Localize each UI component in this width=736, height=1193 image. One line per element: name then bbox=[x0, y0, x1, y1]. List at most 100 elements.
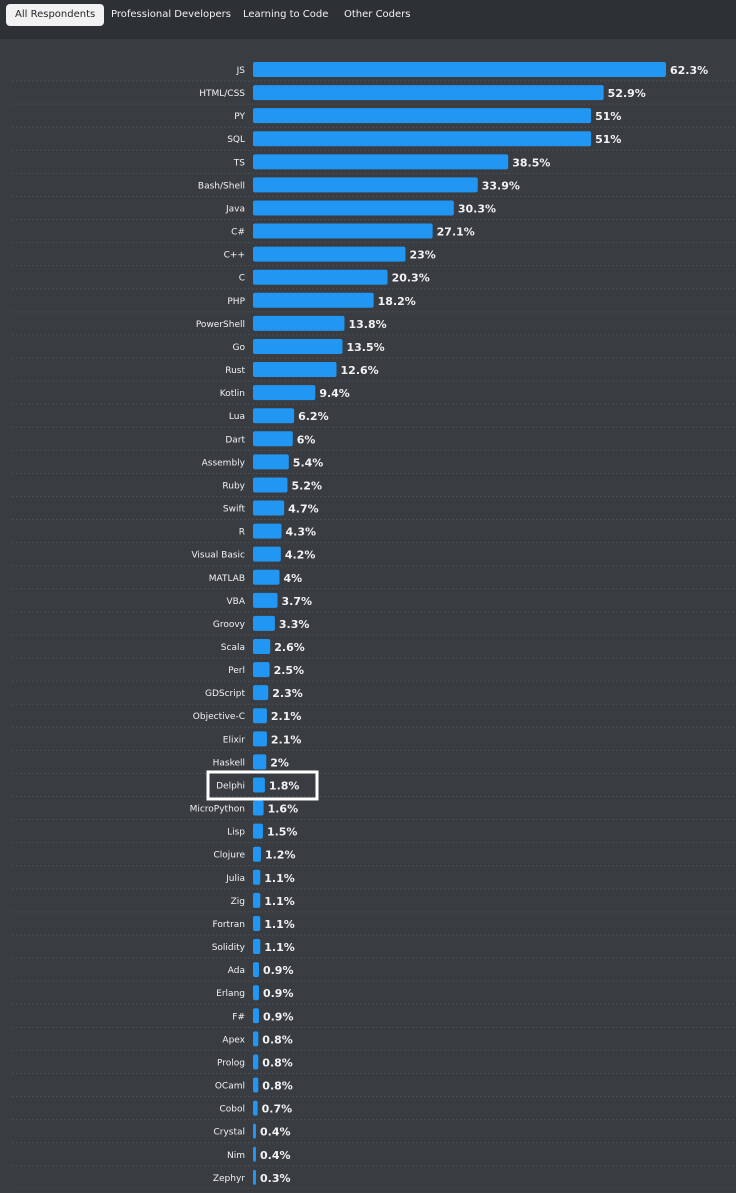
category-label-lisp: Lisp bbox=[227, 828, 245, 838]
category-label-zig: Zig bbox=[231, 897, 245, 907]
category-label-zephyr: Zephyr bbox=[213, 1174, 245, 1184]
category-label-swift: Swift bbox=[223, 505, 246, 515]
bar-c bbox=[253, 269, 388, 285]
bar-matlab bbox=[253, 569, 280, 585]
category-label-julia: Julia bbox=[225, 874, 245, 884]
value-label-fortran: 1.1% bbox=[264, 918, 295, 931]
bar-lua bbox=[253, 408, 295, 424]
value-label-solidity: 1.1% bbox=[264, 941, 295, 954]
bar-erlang bbox=[253, 985, 259, 1001]
bar-assembly bbox=[253, 454, 289, 470]
value-label-delphi: 1.8% bbox=[269, 779, 300, 792]
bar-rust bbox=[253, 362, 337, 378]
bar-julia bbox=[253, 869, 261, 885]
bar-haskell bbox=[253, 754, 267, 770]
value-label-c: 20.3% bbox=[392, 272, 430, 285]
bar-sql bbox=[253, 131, 592, 147]
category-label-r: R bbox=[239, 528, 245, 538]
value-label-py: 51% bbox=[595, 110, 621, 123]
category-label-erlang: Erlang bbox=[216, 989, 245, 999]
category-label-nim: Nim bbox=[227, 1151, 245, 1161]
category-label-c: C bbox=[239, 274, 245, 284]
respondent-tab-bar: All Respondents Professional Developers … bbox=[0, 0, 736, 39]
category-label-cobol: Cobol bbox=[219, 1105, 245, 1115]
tab-professional-developers[interactable]: Professional Developers bbox=[111, 9, 231, 20]
category-label-c: C# bbox=[231, 228, 245, 238]
value-label-ada: 0.9% bbox=[263, 964, 294, 977]
value-label-scala: 2.6% bbox=[274, 641, 305, 654]
bar-ocaml bbox=[253, 1077, 259, 1093]
tab-all-respondents[interactable]: All Respondents bbox=[6, 4, 105, 26]
value-label-f: 0.9% bbox=[263, 1010, 294, 1023]
value-label-haskell: 2% bbox=[270, 756, 289, 769]
language-usage-chart: JS 62.3% HTML/CSS 52.9% PY 51% SQL 51% TS 38.5% Ba… bbox=[0, 39, 736, 1190]
value-label-micropython: 1.6% bbox=[268, 803, 299, 816]
bar-solidity bbox=[253, 939, 261, 955]
category-label-go: Go bbox=[233, 343, 246, 353]
category-label-visual-basic: Visual Basic bbox=[191, 551, 245, 561]
value-label-visual-basic: 4.2% bbox=[285, 549, 316, 562]
value-label-php: 18.2% bbox=[378, 295, 416, 308]
bar-dart bbox=[253, 431, 293, 447]
value-label-lua: 6.2% bbox=[298, 410, 329, 423]
value-label-matlab: 4% bbox=[284, 572, 303, 585]
value-label-lisp: 1.5% bbox=[267, 826, 298, 839]
category-label-sql: SQL bbox=[227, 135, 245, 145]
bar-java bbox=[253, 200, 454, 216]
category-label-php: PHP bbox=[227, 297, 245, 307]
category-label-micropython: MicroPython bbox=[190, 805, 245, 815]
bar-micropython bbox=[253, 800, 264, 816]
bar-chart-svg: JS 62.3% HTML/CSS 52.9% PY 51% SQL 51% TS 38.5% Ba… bbox=[12, 62, 736, 1190]
bar-cobol bbox=[253, 1100, 258, 1116]
bar-ts bbox=[253, 154, 509, 170]
category-label-f: F# bbox=[232, 1012, 245, 1022]
value-label-apex: 0.8% bbox=[262, 1033, 293, 1046]
category-label-kotlin: Kotlin bbox=[220, 389, 245, 399]
value-label-dart: 6% bbox=[297, 433, 316, 446]
category-label-c: C++ bbox=[224, 251, 245, 261]
category-label-bash-shell: Bash/Shell bbox=[198, 181, 245, 191]
category-label-delphi: Delphi bbox=[216, 781, 245, 791]
bar-bash-shell bbox=[253, 177, 478, 193]
tab-learning-to-code[interactable]: Learning to Code bbox=[243, 9, 329, 20]
category-label-rust: Rust bbox=[225, 366, 245, 376]
value-label-julia: 1.1% bbox=[264, 872, 295, 885]
bar-zig bbox=[253, 892, 261, 908]
category-label-haskell: Haskell bbox=[213, 758, 245, 768]
bar-f bbox=[253, 1008, 259, 1024]
category-label-prolog: Prolog bbox=[217, 1058, 245, 1068]
value-label-elixir: 2.1% bbox=[271, 733, 302, 746]
value-label-groovy: 3.3% bbox=[279, 618, 310, 631]
bar-fortran bbox=[253, 915, 261, 931]
category-label-js: JS bbox=[236, 66, 246, 76]
category-label-ocaml: OCaml bbox=[215, 1082, 245, 1092]
bar-php bbox=[253, 292, 374, 308]
bar-c bbox=[253, 223, 433, 239]
value-label-assembly: 5.4% bbox=[293, 456, 324, 469]
category-label-perl: Perl bbox=[228, 666, 245, 676]
bar-gdscript bbox=[253, 685, 269, 701]
category-label-py: PY bbox=[234, 112, 245, 122]
bar-prolog bbox=[253, 1054, 259, 1070]
category-label-vba: VBA bbox=[227, 597, 246, 607]
value-label-clojure: 1.2% bbox=[265, 849, 296, 862]
bar-ada bbox=[253, 962, 259, 978]
value-label-ts: 38.5% bbox=[512, 156, 550, 169]
bar-crystal bbox=[253, 1123, 256, 1139]
category-label-groovy: Groovy bbox=[213, 620, 246, 630]
category-label-ts: TS bbox=[233, 158, 245, 168]
value-label-ruby: 5.2% bbox=[291, 479, 322, 492]
category-label-crystal: Crystal bbox=[213, 1128, 245, 1138]
category-label-ruby: Ruby bbox=[222, 481, 245, 491]
bar-swift bbox=[253, 500, 285, 516]
tab-other-coders[interactable]: Other Coders bbox=[344, 9, 411, 20]
category-label-ada: Ada bbox=[228, 966, 245, 976]
category-label-elixir: Elixir bbox=[223, 735, 246, 745]
highlight-box-delphi bbox=[206, 770, 319, 801]
value-label-r: 4.3% bbox=[286, 526, 317, 539]
value-label-swift: 4.7% bbox=[288, 503, 319, 516]
bar-zephyr bbox=[253, 1169, 256, 1185]
value-label-ocaml: 0.8% bbox=[262, 1080, 293, 1093]
bar-scala bbox=[253, 639, 271, 654]
bar-perl bbox=[253, 662, 270, 678]
